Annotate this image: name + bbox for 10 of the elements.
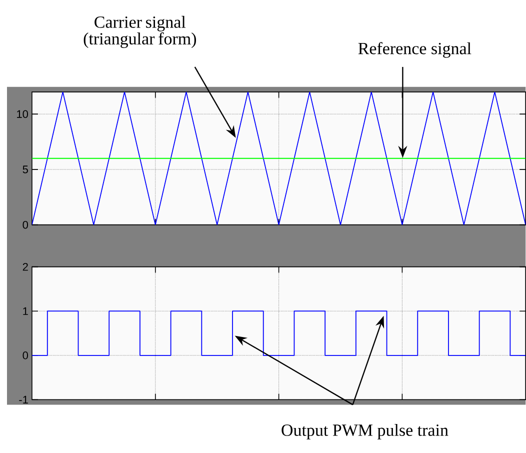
text: Output PWM pulse train bbox=[282, 424, 448, 440]
y-tick-label: -1 bbox=[19, 396, 28, 404]
y-tick-label: 5 bbox=[22, 166, 28, 174]
y-tick-label: 2 bbox=[22, 263, 28, 271]
y-tick-label: 10 bbox=[17, 110, 28, 118]
y-tick-label: 0 bbox=[22, 352, 28, 360]
text: Reference signal bbox=[358, 42, 472, 58]
y-tick-label: 0 bbox=[22, 221, 28, 229]
y-tick-label: 1 bbox=[23, 307, 28, 316]
text: Carrier signal (triangular form) bbox=[84, 16, 196, 48]
